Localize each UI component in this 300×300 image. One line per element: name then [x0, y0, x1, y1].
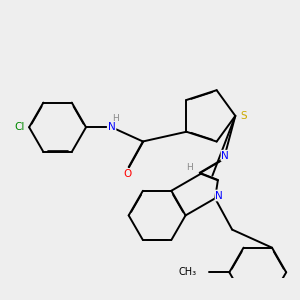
- Text: O: O: [123, 169, 131, 179]
- Text: Cl: Cl: [14, 122, 24, 132]
- Text: N: N: [215, 190, 223, 200]
- Text: H: H: [186, 163, 193, 172]
- Text: S: S: [241, 111, 247, 121]
- Text: N: N: [221, 151, 229, 161]
- Text: CH₃: CH₃: [178, 267, 196, 277]
- Text: N: N: [108, 122, 116, 132]
- Text: H: H: [112, 114, 118, 123]
